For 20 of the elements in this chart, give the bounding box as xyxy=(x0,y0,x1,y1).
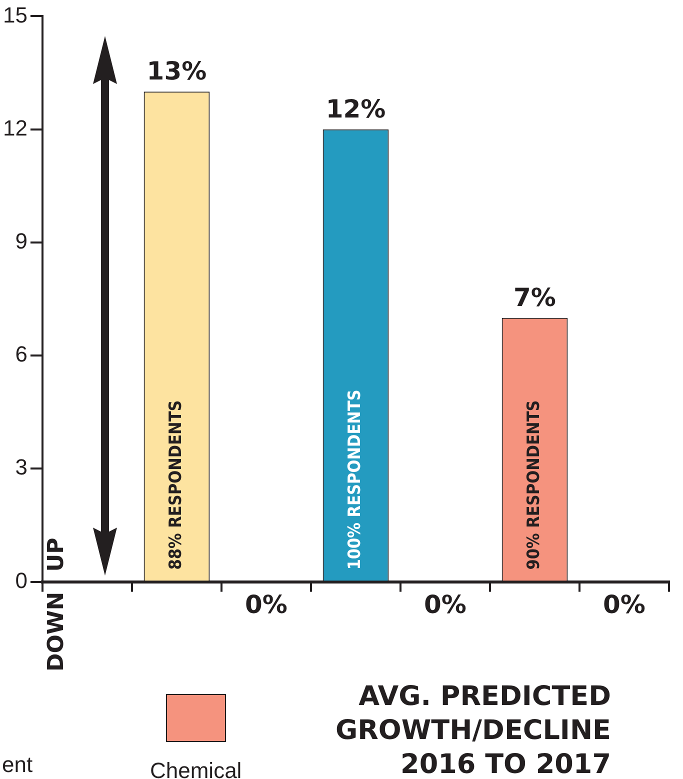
y-tick-label: 3 xyxy=(15,454,28,480)
annotation: 90% RESPONDENTS xyxy=(524,400,544,570)
legend-label: Chemical xyxy=(150,758,242,779)
data-label: 0% xyxy=(424,590,466,619)
data-label: 0% xyxy=(603,590,646,619)
text: DOWN xyxy=(44,592,69,672)
annotation: 100% RESPONDENTS xyxy=(345,390,366,570)
data-label: 12% xyxy=(326,94,386,124)
data-label: 13% xyxy=(146,56,207,86)
data-label: 7% xyxy=(514,282,556,312)
annotation: UP xyxy=(44,538,69,572)
data-label: 0% xyxy=(245,590,288,619)
y-tick-label: 6 xyxy=(15,342,28,367)
y-tick-label: 15 xyxy=(2,2,28,28)
text: ent xyxy=(2,752,33,778)
y-tick-label: 12 xyxy=(2,115,28,140)
text: AVG. PREDICTED GROWTH/DECLINE 2016 TO 2017 xyxy=(334,680,611,779)
y-tick-label: 0 xyxy=(15,568,28,593)
y-tick-label: 9 xyxy=(15,228,28,254)
annotation: 88% RESPONDENTS xyxy=(166,400,186,570)
